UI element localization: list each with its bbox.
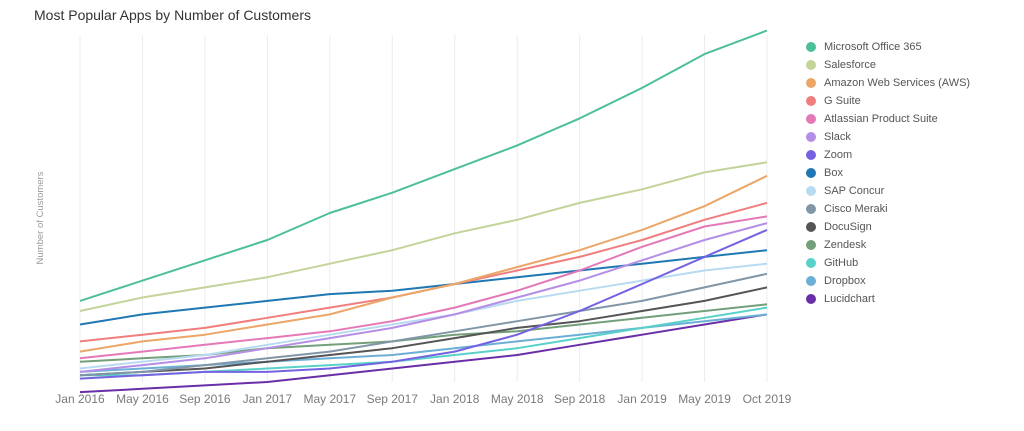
legend-swatch bbox=[806, 240, 816, 250]
series-line-zendesk bbox=[79, 303, 768, 363]
x-tick-label: Jan 2018 bbox=[430, 392, 480, 406]
legend-swatch bbox=[806, 204, 816, 214]
y-axis-label: Number of Customers bbox=[35, 171, 46, 264]
series-line-cisco-meraki bbox=[79, 272, 768, 377]
legend-item[interactable]: Atlassian Product Suite bbox=[806, 110, 970, 128]
legend-item[interactable]: Box bbox=[806, 164, 970, 182]
legend-item[interactable]: Dropbox bbox=[806, 272, 970, 290]
legend-label: Cisco Meraki bbox=[824, 203, 888, 215]
legend-swatch bbox=[806, 186, 816, 196]
x-tick-label: May 2018 bbox=[491, 392, 544, 406]
legend-label: G Suite bbox=[824, 95, 861, 107]
legend-label: Slack bbox=[824, 131, 851, 143]
legend-swatch bbox=[806, 294, 816, 304]
x-tick-label: May 2019 bbox=[678, 392, 731, 406]
legend-label: Lucidchart bbox=[824, 293, 875, 305]
legend-swatch bbox=[806, 96, 816, 106]
legend-label: Dropbox bbox=[824, 275, 866, 287]
legend-item[interactable]: Lucidchart bbox=[806, 290, 970, 308]
legend-label: Salesforce bbox=[824, 59, 876, 71]
legend-item[interactable]: Microsoft Office 365 bbox=[806, 38, 970, 56]
x-tick-label: May 2017 bbox=[303, 392, 356, 406]
series-line-box bbox=[79, 249, 768, 326]
legend-label: Amazon Web Services (AWS) bbox=[824, 77, 971, 89]
series-lines bbox=[79, 29, 768, 394]
legend-swatch bbox=[806, 132, 816, 142]
legend-swatch bbox=[806, 114, 816, 124]
x-tick-label: Jan 2017 bbox=[243, 392, 293, 406]
legend-swatch bbox=[806, 258, 816, 268]
chart-title: Most Popular Apps by Number of Customers bbox=[34, 7, 312, 23]
legend-label: Zendesk bbox=[824, 239, 867, 251]
legend-swatch bbox=[806, 42, 816, 52]
series-line-zoom bbox=[79, 228, 768, 380]
legend-label: GitHub bbox=[824, 257, 859, 269]
series-line-docusign bbox=[79, 286, 768, 377]
legend-swatch bbox=[806, 222, 816, 232]
legend-label: Atlassian Product Suite bbox=[824, 113, 938, 125]
legend-label: Zoom bbox=[824, 149, 853, 161]
x-tick-label: Sep 2016 bbox=[179, 392, 231, 406]
legend-swatch bbox=[806, 276, 816, 286]
legend-swatch bbox=[806, 150, 816, 160]
legend-swatch bbox=[806, 78, 816, 88]
legend-swatch bbox=[806, 168, 816, 178]
legend-item[interactable]: Amazon Web Services (AWS) bbox=[806, 74, 970, 92]
legend-label: SAP Concur bbox=[824, 185, 885, 197]
series-line-amazon-web-services-aws bbox=[79, 174, 768, 353]
legend-item[interactable]: Salesforce bbox=[806, 56, 970, 74]
x-axis-tick-labels: Jan 2016 May 2016 Sep 2016 Jan 2017 May 2017… bbox=[55, 392, 791, 406]
series-line-microsoft-office-365 bbox=[79, 29, 768, 302]
x-tick-label: Jan 2016 bbox=[55, 392, 105, 406]
series-line-salesforce bbox=[79, 161, 768, 312]
x-tick-label: May 2016 bbox=[116, 392, 169, 406]
x-tick-label: Sep 2017 bbox=[367, 392, 419, 406]
x-tick-label: Sep 2018 bbox=[554, 392, 606, 406]
legend-item[interactable]: GitHub bbox=[806, 254, 970, 272]
legend-item[interactable]: DocuSign bbox=[806, 218, 970, 236]
x-tick-label: Oct 2019 bbox=[743, 392, 792, 406]
legend-item[interactable]: Cisco Meraki bbox=[806, 200, 970, 218]
legend-label: Box bbox=[824, 167, 843, 179]
series-line-slack bbox=[79, 222, 768, 373]
chart-legend: Microsoft Office 365 Salesforce Amazon Web… bbox=[806, 38, 970, 308]
legend-item[interactable]: Zendesk bbox=[806, 236, 970, 254]
legend-label: Microsoft Office 365 bbox=[824, 41, 922, 53]
legend-item[interactable]: SAP Concur bbox=[806, 182, 970, 200]
series-line-atlassian-product-suite bbox=[79, 215, 768, 360]
legend-item[interactable]: Slack bbox=[806, 128, 970, 146]
legend-item[interactable]: Zoom bbox=[806, 146, 970, 164]
legend-label: DocuSign bbox=[824, 221, 872, 233]
series-line-lucidchart bbox=[79, 313, 768, 394]
legend-swatch bbox=[806, 60, 816, 70]
legend-item[interactable]: G Suite bbox=[806, 92, 970, 110]
x-tick-label: Jan 2019 bbox=[617, 392, 667, 406]
